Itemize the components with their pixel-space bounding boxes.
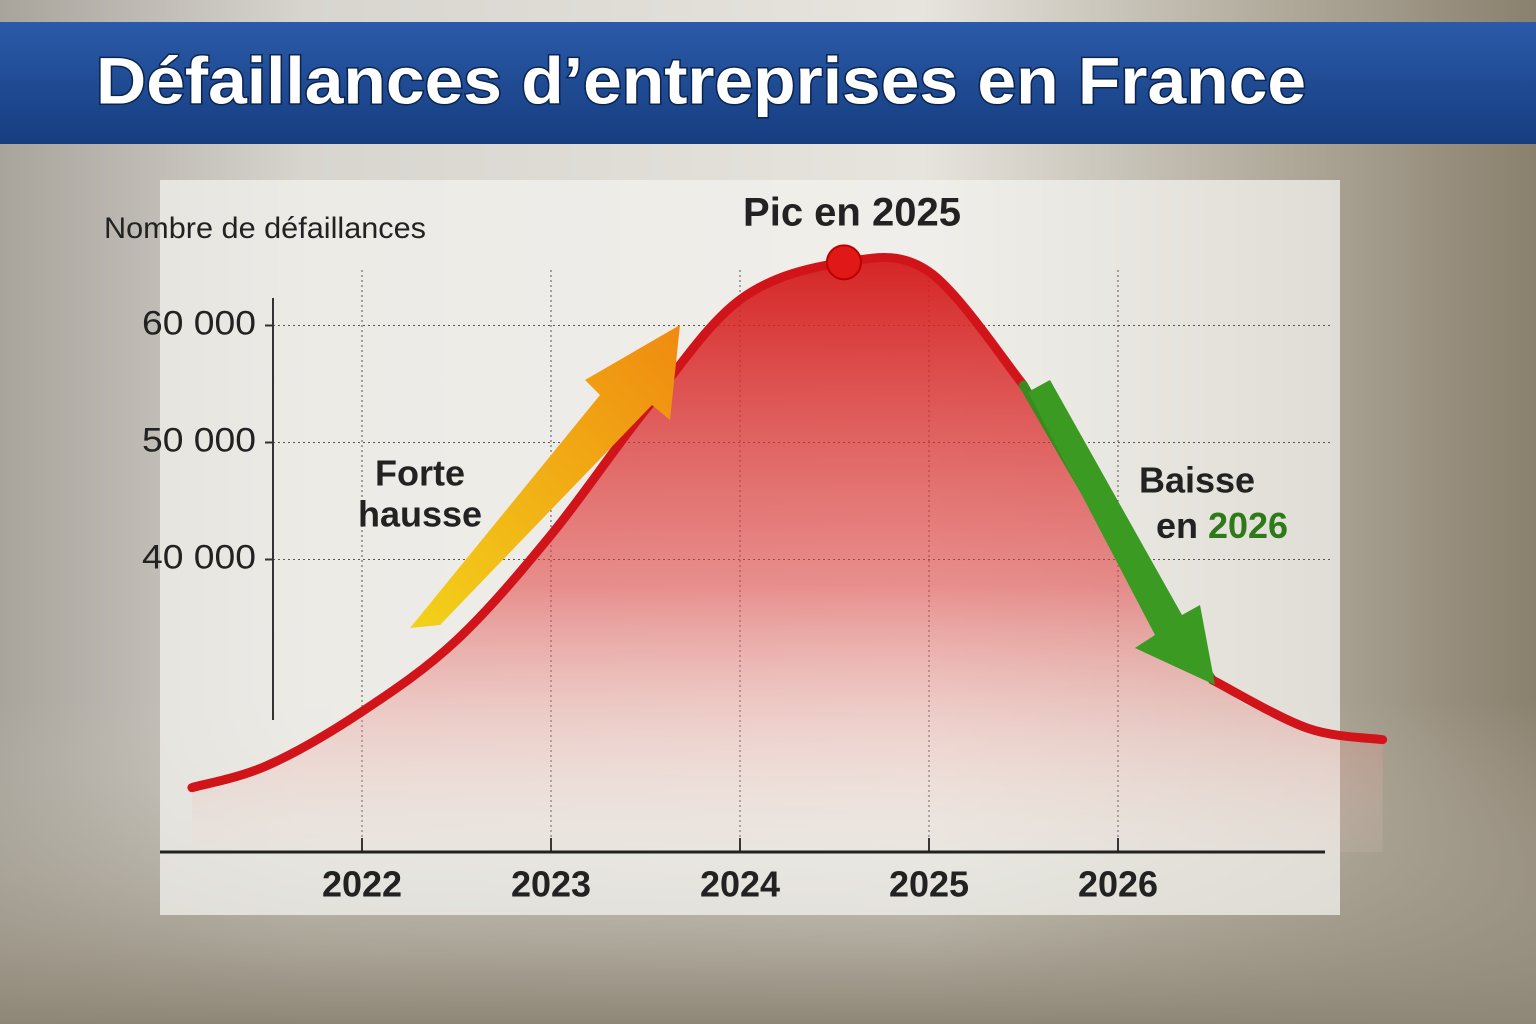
line	[187, 253, 1028, 793]
decline-annotation-year: 2026	[1208, 505, 1288, 546]
chart-title: Défaillances d’entreprises en France	[96, 43, 1306, 117]
y-tick-label: 40 000	[142, 538, 256, 576]
decline-annotation: Baisse	[1139, 460, 1255, 501]
x-tick-label: 2022	[322, 864, 402, 905]
peak-annotation: Pic en 2025	[743, 191, 961, 235]
y-tick-label: 60 000	[142, 304, 256, 342]
peak-marker	[825, 244, 862, 281]
area	[191, 257, 1383, 852]
decline-arrow	[1028, 380, 1215, 685]
rise-arrow	[410, 325, 680, 628]
x-tick-label: 2026	[1078, 864, 1158, 905]
decline-annotation: en 2026	[1156, 505, 1288, 546]
line	[1208, 675, 1388, 745]
title-banner	[0, 22, 1536, 144]
rise-annotation: Forte	[375, 453, 465, 494]
x-tick-label: 2024	[700, 864, 780, 905]
x-tick-label: 2023	[511, 864, 591, 905]
y-tick-label: 50 000	[142, 421, 256, 459]
x-tick-label: 2025	[889, 864, 969, 905]
decline-annotation-part: en	[1156, 505, 1198, 546]
rise-annotation: hausse	[358, 494, 482, 535]
y-axis-label: Nombre de défaillances	[104, 212, 426, 245]
